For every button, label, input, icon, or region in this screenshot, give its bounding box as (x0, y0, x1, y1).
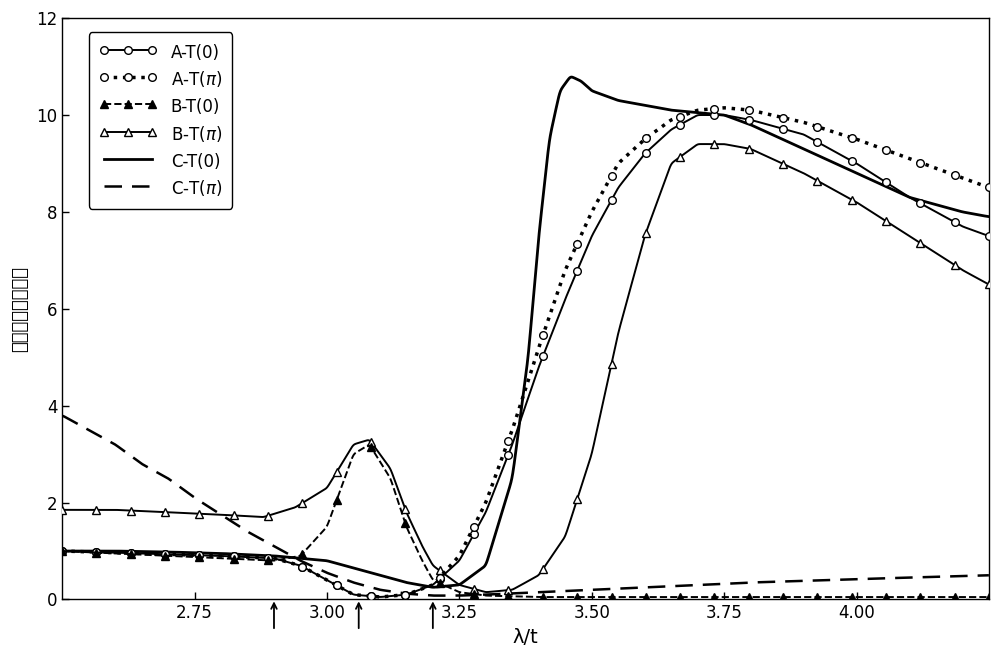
A-T($\pi$) (507, 423, 519, 431)
C-T(0) (956, 208, 968, 216)
C-T($\pi$) (983, 571, 995, 579)
C-T($\pi$) (56, 412, 68, 420)
C-T($\pi$) (483, 590, 495, 598)
A-T($\pi$) (956, 174, 968, 182)
A-T($\pi$) (957, 174, 969, 182)
A-T($\pi$) (103, 549, 115, 557)
B-T($\pi$) (983, 280, 995, 288)
A-T(0) (103, 549, 115, 557)
B-T(0) (507, 592, 519, 600)
B-T($\pi$) (957, 266, 969, 274)
Y-axis label: 归一化的散射强度: 归一化的散射强度 (11, 266, 29, 352)
B-T($\pi$) (483, 588, 495, 596)
C-T($\pi$) (786, 577, 798, 585)
C-T($\pi$) (956, 572, 968, 580)
Line: A-T($\pi$): A-T($\pi$) (58, 104, 993, 601)
B-T(0) (539, 593, 551, 601)
B-T(0) (103, 549, 115, 557)
A-T(0) (983, 232, 995, 240)
C-T($\pi$) (103, 438, 115, 445)
C-T(0) (428, 583, 440, 591)
B-T($\pi$) (787, 164, 799, 172)
A-T($\pi$) (374, 593, 386, 601)
C-T(0) (483, 552, 495, 560)
B-T($\pi$) (697, 140, 709, 148)
A-T($\pi$) (56, 547, 68, 555)
A-T($\pi$) (483, 491, 495, 499)
A-T(0) (507, 438, 519, 445)
B-T($\pi$) (956, 266, 968, 274)
A-T(0) (957, 222, 969, 230)
B-T(0) (363, 442, 375, 449)
C-T(0) (56, 547, 68, 555)
A-T(0) (956, 222, 968, 230)
C-T(0) (787, 140, 799, 148)
C-T($\pi$) (507, 590, 519, 597)
A-T($\pi$) (718, 104, 730, 112)
Line: B-T(0): B-T(0) (58, 442, 993, 601)
B-T(0) (56, 547, 68, 555)
Legend: A-T(0), A-T($\pi$), B-T(0), B-T($\pi$), C-T(0), C-T($\pi$): A-T(0), A-T($\pi$), B-T(0), B-T($\pi$), … (89, 32, 232, 209)
C-T(0) (957, 208, 969, 216)
Line: A-T(0): A-T(0) (58, 111, 993, 601)
C-T(0) (507, 467, 519, 474)
C-T(0) (983, 213, 995, 220)
C-T(0) (103, 547, 115, 555)
A-T(0) (483, 501, 495, 509)
C-T($\pi$) (433, 592, 445, 599)
B-T(0) (983, 593, 995, 601)
B-T(0) (483, 592, 495, 599)
X-axis label: λ/t: λ/t (513, 628, 538, 647)
B-T(0) (787, 593, 799, 601)
B-T(0) (956, 593, 968, 601)
A-T(0) (697, 111, 709, 119)
A-T($\pi$) (787, 116, 799, 124)
Line: C-T(0): C-T(0) (62, 77, 989, 587)
B-T(0) (957, 593, 969, 601)
A-T(0) (56, 547, 68, 555)
Line: B-T($\pi$): B-T($\pi$) (58, 140, 993, 596)
C-T(0) (566, 73, 578, 81)
A-T(0) (787, 128, 799, 136)
B-T($\pi$) (103, 506, 115, 514)
B-T($\pi$) (481, 588, 493, 596)
B-T($\pi$) (56, 506, 68, 514)
C-T($\pi$) (956, 572, 968, 580)
Line: C-T($\pi$): C-T($\pi$) (62, 416, 989, 595)
A-T(0) (374, 593, 386, 601)
B-T($\pi$) (507, 585, 519, 593)
A-T($\pi$) (983, 184, 995, 191)
